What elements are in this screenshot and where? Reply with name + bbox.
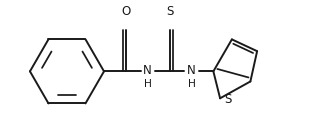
- Text: S: S: [166, 5, 173, 18]
- Text: N: N: [187, 64, 196, 77]
- Text: S: S: [224, 93, 232, 106]
- Text: N: N: [143, 64, 152, 77]
- Text: H: H: [144, 79, 152, 89]
- Text: O: O: [121, 5, 131, 18]
- Text: H: H: [187, 79, 195, 89]
